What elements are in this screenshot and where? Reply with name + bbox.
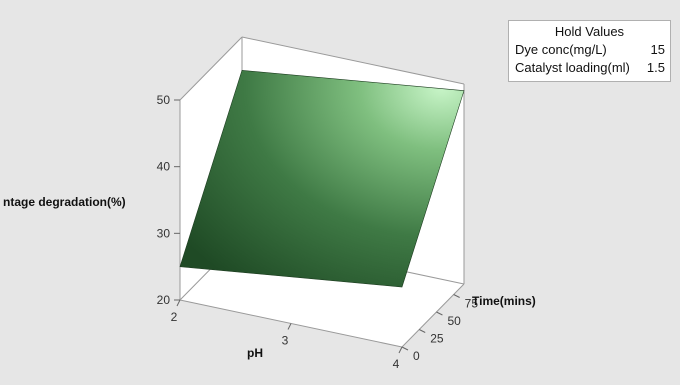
y-tick-label: 50 <box>447 314 461 328</box>
surface-patch <box>179 70 465 288</box>
x-tick-label: 2 <box>171 310 178 324</box>
x-tick-mark <box>287 323 292 330</box>
x-tick-label: 4 <box>393 357 400 371</box>
legend-value: 1.5 <box>646 60 665 75</box>
box-edge <box>241 36 465 85</box>
legend-title: Hold Values <box>554 24 625 39</box>
y-axis-title: Time(mins) <box>472 294 536 308</box>
y-tick-mark <box>436 311 443 316</box>
z-tick-label: 40 <box>157 160 171 174</box>
z-axis-title: ntage degradation(%) <box>3 195 126 209</box>
y-tick-label: 0 <box>413 349 420 363</box>
response-surface <box>179 70 465 288</box>
hold-values-legend: Hold Values Dye conc(mg/L) 15 Catalyst l… <box>508 20 671 82</box>
y-tick-mark <box>418 329 426 333</box>
y-tick-mark <box>401 346 409 351</box>
x-axis-title: pH <box>247 346 263 360</box>
legend-value: 15 <box>650 42 665 57</box>
z-tick-label: 20 <box>157 293 171 307</box>
legend-label: Dye conc(mg/L) <box>515 42 607 57</box>
x-tick-mark <box>176 299 181 307</box>
y-tick-mark <box>453 294 460 298</box>
legend-label: Catalyst loading(ml) <box>515 60 630 75</box>
y-tick-label: 25 <box>430 332 444 346</box>
y-tick-label: 75 <box>465 297 479 311</box>
z-tick-label: 50 <box>157 93 171 107</box>
box-edge <box>179 36 243 101</box>
x-tick-label: 3 <box>282 334 289 348</box>
x-tick-mark <box>398 346 403 354</box>
z-tick-label: 30 <box>157 226 171 240</box>
